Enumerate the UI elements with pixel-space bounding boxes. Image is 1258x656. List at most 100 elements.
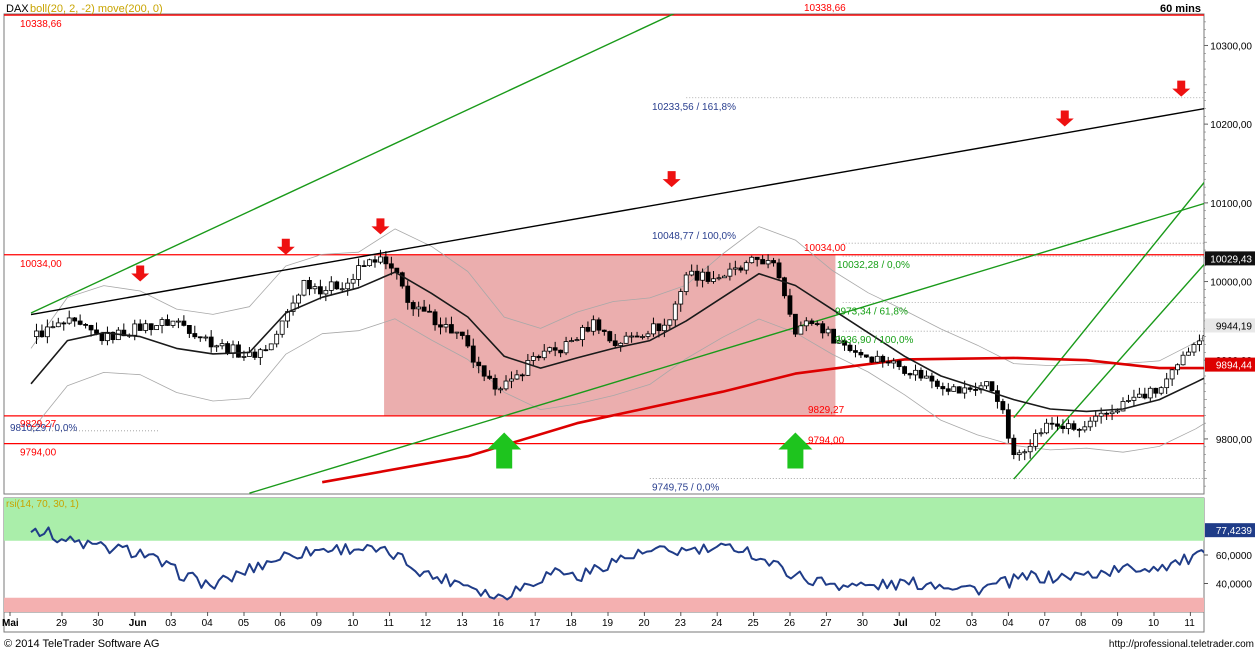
price-tag-label: 10029,43 (1210, 254, 1252, 265)
x-tick-label: 10 (347, 618, 359, 629)
candle-body (929, 375, 935, 382)
x-tick-label: 08 (1075, 618, 1087, 629)
candle-body (651, 323, 656, 335)
x-tick-label: 05 (238, 618, 250, 629)
x-tick-label: 10 (1148, 618, 1160, 629)
down-arrow (276, 238, 295, 255)
candle-body (956, 386, 962, 394)
x-tick-label: 17 (529, 618, 541, 629)
candle-body (634, 335, 640, 338)
candle-body (197, 336, 203, 339)
candle-body (192, 333, 198, 338)
candle-body (776, 262, 782, 279)
candle-body (623, 335, 629, 344)
candle-body (1136, 393, 1142, 398)
candle-body (580, 327, 585, 341)
candle-body (470, 345, 476, 363)
fib-label: 10048,77 / 100,0% (652, 231, 736, 242)
candle-body (1147, 387, 1153, 399)
candle-body (88, 324, 94, 331)
price-tag (1205, 251, 1255, 266)
rsi-title: rsi(14, 70, 30, 1) (6, 499, 79, 510)
candle-body (77, 320, 83, 325)
x-tick-label: 07 (1039, 618, 1051, 629)
copyright: © 2014 TeleTrader Software AG (4, 638, 159, 650)
candle-body (208, 336, 214, 348)
candle-body (1027, 445, 1033, 453)
candle-body (148, 323, 154, 331)
candle-body (312, 286, 318, 290)
candle-body (962, 387, 968, 394)
candle-body (1115, 410, 1120, 413)
candle-body (1011, 437, 1017, 456)
candle-body (596, 319, 602, 331)
price-tag (1205, 318, 1255, 333)
bollinger-lower (30, 318, 1204, 453)
candle-body (432, 311, 438, 326)
x-tick-label: 16 (493, 618, 505, 629)
candle-body (700, 271, 705, 281)
trend-channel-lower (249, 202, 1204, 494)
candle-body (1055, 423, 1060, 427)
candle-body (279, 320, 285, 335)
candle-body (1208, 336, 1212, 344)
candle-body (487, 375, 493, 379)
candle-body (694, 270, 700, 281)
candle-body (498, 388, 503, 391)
candle-body (1164, 378, 1170, 389)
x-tick-label: 12 (420, 618, 432, 629)
candle-body (945, 388, 951, 392)
up-arrow (487, 432, 522, 469)
candle-body (678, 291, 684, 305)
candle-body (405, 285, 411, 303)
candle-body (853, 350, 858, 353)
candle-body (590, 319, 596, 332)
candle-body (165, 319, 170, 326)
resistance-trend-line (30, 107, 1204, 316)
candle-body (798, 325, 804, 335)
candle-body (1000, 401, 1006, 411)
candle-body (1202, 335, 1204, 342)
candle-body (656, 323, 662, 332)
x-tick-label: 23 (675, 618, 687, 629)
candle-body (984, 381, 989, 387)
candle-body (345, 282, 351, 290)
candle-body (558, 349, 564, 354)
price-tag (1205, 357, 1255, 372)
candle-body (803, 320, 809, 327)
candle-body (1225, 334, 1229, 337)
candle-body (995, 390, 1000, 402)
ma200-line (321, 356, 1204, 484)
x-tick-label: 11 (384, 618, 395, 629)
candle-body (1186, 351, 1191, 356)
candle-body (203, 336, 209, 339)
x-tick-label: 06 (274, 618, 286, 629)
candle-body (1153, 387, 1159, 394)
candle-body (481, 365, 487, 377)
source-url: http://professional.teletrader.com (1109, 639, 1254, 650)
candle-body (563, 341, 569, 354)
candle-body (1076, 428, 1082, 431)
x-tick-label: 13 (456, 618, 468, 629)
y-tick-label: 10200,00 (1210, 120, 1252, 131)
candle-body (503, 380, 509, 390)
candle-body (585, 327, 591, 332)
candle-body (438, 324, 443, 328)
candle-body (449, 324, 454, 334)
candle-body (951, 386, 957, 392)
candle-body (159, 319, 165, 326)
candle-body (137, 323, 143, 331)
price-tag-label: 9944,19 (1216, 321, 1253, 332)
candle-body (874, 355, 880, 363)
candle-body (1230, 334, 1234, 335)
candle-body (263, 349, 269, 352)
candle-body (716, 277, 722, 280)
x-tick-label: 20 (638, 618, 650, 629)
candle-body (711, 278, 716, 282)
fib-label: 9829,27 (808, 405, 845, 416)
candle-body (683, 274, 689, 292)
x-tick-label: 30 (92, 618, 104, 629)
fib-label: 9794,00 (808, 436, 845, 447)
y-tick-label: 10300,00 (1210, 41, 1252, 52)
